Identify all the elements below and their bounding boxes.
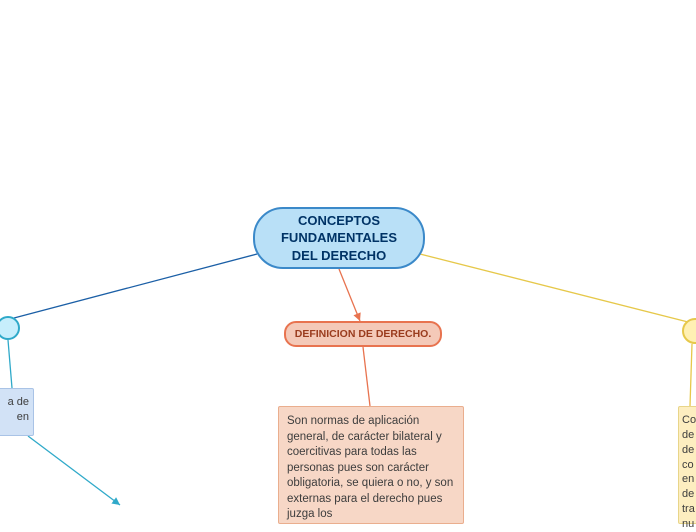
right-branch-body[interactable]: Codedecoendetranu (678, 406, 696, 524)
root-label: CONCEPTOSFUNDAMENTALESDEL DERECHO (281, 212, 397, 265)
right-branch-text: Codedecoendetranu (682, 414, 696, 530)
left-branch-text: a de en (8, 396, 29, 423)
definition-label: DEFINICION DE DERECHO. (295, 328, 432, 340)
edge-root-left (14, 254, 257, 318)
definition-node[interactable]: DEFINICION DE DERECHO. (284, 321, 442, 347)
right-branch-node[interactable] (682, 318, 696, 344)
edge-root-right (420, 254, 688, 322)
edge-center-body (363, 347, 370, 406)
root-node[interactable]: CONCEPTOSFUNDAMENTALESDEL DERECHO (253, 207, 425, 269)
edge-right-body (690, 344, 692, 406)
edge-left-body (8, 340, 12, 388)
edge-left-down (28, 436, 120, 505)
left-branch-node[interactable] (0, 316, 20, 340)
left-branch-body[interactable]: a de en (0, 388, 34, 436)
edge-root-center (339, 269, 360, 321)
definition-body[interactable]: Son normas de aplicación general, de car… (278, 406, 464, 524)
definition-text: Son normas de aplicación general, de car… (287, 415, 453, 520)
